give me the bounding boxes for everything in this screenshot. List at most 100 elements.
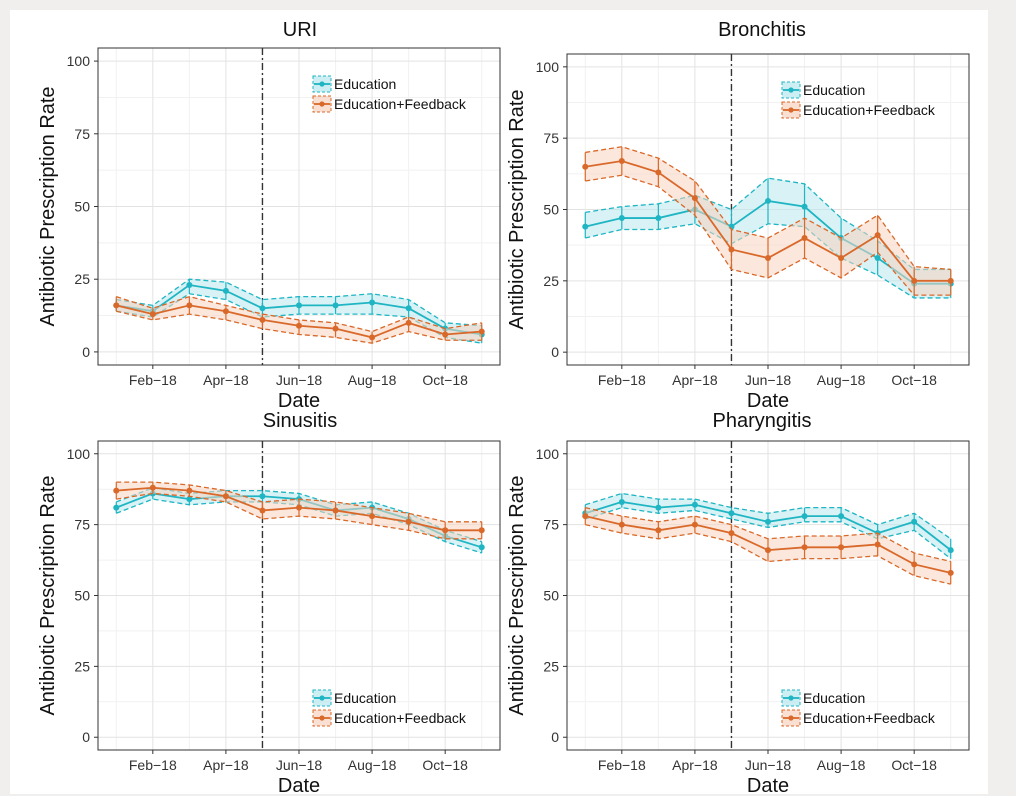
data-point [947,569,954,576]
y-tick-label: 50 [543,202,559,218]
series-education-feedback [113,295,485,344]
y-tick-label: 25 [543,658,559,674]
legend-key-point [788,715,794,721]
data-point [405,305,412,312]
panel-title: URI [283,19,317,41]
data-point [874,541,881,548]
data-point [332,325,339,332]
data-point [222,308,229,315]
data-point [947,277,954,284]
data-point [618,215,625,222]
y-tick-label: 100 [67,446,91,462]
data-point [369,299,376,306]
data-point [259,316,266,323]
series-education-feedback [582,506,954,585]
panel-title: Bronchitis [718,19,806,41]
x-tick-label: Jun−18 [276,372,323,388]
y-tick-label: 50 [74,199,90,215]
upper-bound-line [116,295,482,333]
x-tick-label: Oct−18 [891,372,937,388]
legend-key-point [788,87,794,93]
data-point [728,510,735,517]
data-point [582,513,589,520]
data-point [801,513,808,520]
x-tick-label: Feb−18 [598,372,646,388]
data-point [874,255,881,262]
data-point [478,527,485,534]
data-point [296,322,302,329]
data-point [801,544,808,551]
legend-label: Education [803,82,865,98]
confidence-band [585,146,951,296]
y-axis-title: Antibiotic Prescription Rate [37,475,59,715]
y-axis-title: Antibiotic Prescription Rate [506,89,528,329]
panel-title: Pharyngitis [713,410,812,432]
y-axis-title: Antibiotic Prescription Rate [506,475,528,715]
x-tick-label: Oct−18 [891,757,937,773]
y-axis-title: Antibiotic Prescription Rate [37,86,59,326]
data-point [801,235,808,242]
data-point [442,527,449,534]
y-tick-label: 0 [82,344,90,360]
data-point [655,169,662,176]
data-point [222,287,229,294]
y-tick-label: 25 [74,271,90,287]
panel-bronchitis: Bronchitis 0 25 50 75 100 Feb−18 Apr−18 Jun−18 Au… [506,19,970,412]
data-point [655,215,662,222]
data-point [765,518,771,525]
x-tick-label: Aug−18 [817,372,866,388]
x-tick-label: Jun−18 [276,757,323,773]
series-education-feedback [113,481,485,540]
data-point [618,157,625,164]
data-point [947,547,954,554]
confidence-band [585,178,951,298]
lower-bound-line [585,523,951,585]
data-point [582,223,589,230]
data-point [259,493,266,500]
x-tick-label: Jun−18 [745,372,792,388]
series-education-feedback [582,146,954,296]
data-point [113,302,120,309]
panel-sinusitis: Sinusitis 0 25 50 75 100 Feb−18 Apr−18 Jun−18 Aug… [37,410,501,794]
x-tick-label: Apr−18 [672,372,718,388]
legend-key-point [788,695,794,701]
data-point [478,328,485,335]
data-point [838,544,845,551]
data-point [618,498,625,505]
y-tick-label: 75 [74,126,90,142]
y-tick-label: 75 [543,130,559,146]
panel-title: Sinusitis [263,410,337,432]
y-tick-label: 75 [74,517,90,533]
data-point [911,561,918,568]
x-axis-title: Date [747,775,789,794]
x-tick-label: Apr−18 [203,757,249,773]
y-tick-label: 0 [82,729,90,745]
upper-bound-line [585,146,951,271]
data-point [186,282,193,289]
data-point [691,195,698,202]
legend-label: Education+Feedback [334,710,467,726]
data-point [405,319,412,326]
data-point [259,305,266,312]
legend-label: Education+Feedback [803,710,936,726]
series-education [582,492,954,560]
y-tick-label: 100 [536,446,560,462]
data-point [296,302,302,309]
panel-pharyngitis: Pharyngitis 0 25 50 75 100 Feb−18 Apr−18 Jun−18 A… [506,410,970,794]
x-tick-label: Feb−18 [129,757,177,773]
legend-label: Education [334,76,396,92]
y-tick-label: 25 [74,658,90,674]
legend: Education Education+Feedback [781,81,936,119]
data-point [113,487,120,494]
x-axis-title: Date [747,390,789,412]
data-point [691,501,698,508]
legend-key-point [319,81,325,87]
legend-key-point [788,107,794,113]
gridlines [98,48,500,365]
data-point [618,521,625,528]
data-point [149,484,156,491]
x-tick-label: Feb−18 [598,757,646,773]
y-tick-label: 100 [536,59,560,75]
data-point [259,507,266,514]
x-axis-title: Date [278,390,320,412]
